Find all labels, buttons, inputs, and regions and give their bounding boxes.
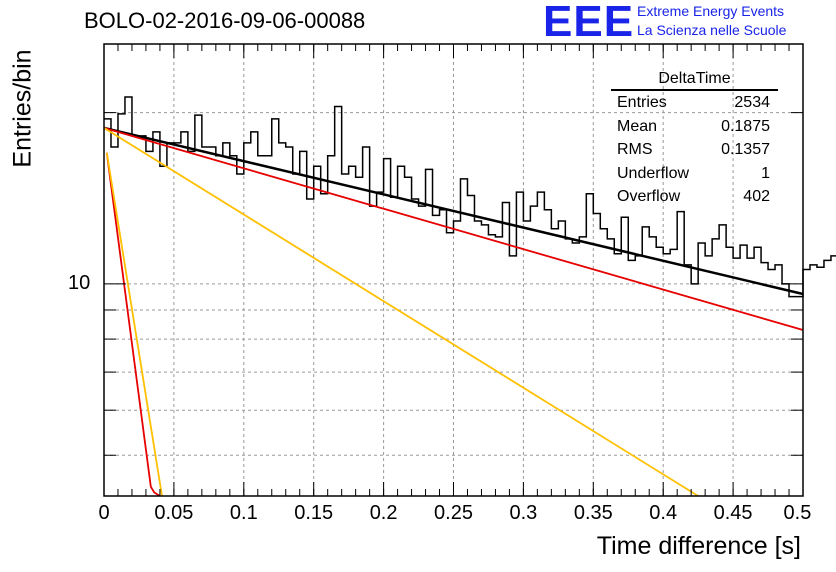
stats-row-entries: Entries 2534	[611, 91, 778, 115]
x-tick-label: 0.1	[229, 502, 258, 524]
eee-logo: EEE	[543, 0, 635, 46]
stats-value: 2534	[734, 94, 770, 111]
x-tick-label: 0.15	[294, 502, 334, 524]
axis-ticks	[103, 44, 804, 496]
fit-line-2	[105, 152, 161, 497]
eee-tagline-line2: La Scienza nelle Scuole	[637, 22, 787, 38]
stats-label: Underflow	[617, 164, 690, 182]
eee-tagline: Extreme Energy Events La Scienza nelle S…	[637, 2, 786, 40]
stats-value: 1	[761, 164, 770, 182]
stats-box: DeltaTime Entries 2534 Mean 0.1875 RMS 0…	[611, 69, 778, 209]
x-tick-label: 0.3	[509, 502, 538, 524]
stats-title: DeltaTime	[611, 69, 778, 91]
fit-line-1	[103, 127, 804, 331]
stats-row-mean: Mean 0.1875	[611, 115, 778, 139]
stats-label: RMS	[617, 141, 653, 158]
x-tick-label: 0.35	[573, 502, 613, 524]
x-tick-label: 0.25	[434, 502, 473, 524]
x-axis-label: Time difference [s]	[596, 532, 801, 560]
chart-title: BOLO-02-2016-09-06-00088	[84, 8, 366, 33]
stats-row-overflow: Overflow 402	[611, 185, 778, 209]
stats-value: 0.1875	[721, 117, 770, 135]
fit-line-4	[105, 152, 163, 497]
x-tick-label: 0.05	[154, 502, 194, 524]
x-tick-label: 0.2	[369, 502, 398, 524]
grid	[104, 44, 803, 496]
stats-label: Entries	[617, 94, 667, 111]
stats-label: Overflow	[617, 188, 681, 205]
fit-lines	[103, 126, 804, 497]
fit-line-3	[103, 127, 699, 497]
stats-value: 402	[743, 188, 770, 205]
stats-row-rms: RMS 0.1357	[611, 138, 778, 162]
fit-line-0	[103, 126, 804, 296]
stats-label: Mean	[617, 117, 658, 135]
y-axis-label: Entries/bin	[8, 49, 37, 168]
y-tick-label: 10	[68, 271, 91, 294]
x-tick-label: 0	[98, 502, 110, 524]
x-tick-label: 0.5	[783, 502, 812, 524]
eee-tagline-line1: Extreme Energy Events	[637, 3, 785, 19]
stats-row-underflow: Underflow 1	[611, 162, 778, 186]
x-tick-label: 0.4	[649, 502, 678, 524]
x-tick-label: 0.45	[713, 502, 753, 524]
stats-value: 0.1357	[721, 141, 770, 158]
